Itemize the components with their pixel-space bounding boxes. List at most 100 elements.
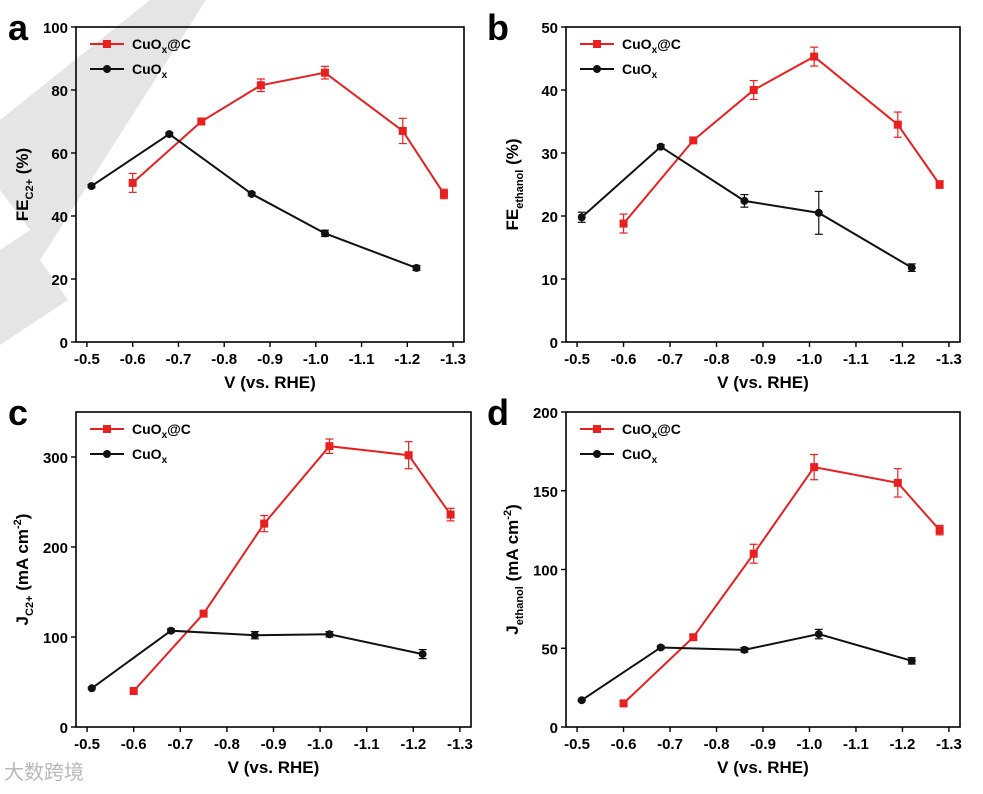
y-axis-label: FEC2+ (%) xyxy=(13,148,36,221)
y-tick-label: 100 xyxy=(533,563,558,580)
data-point-circle xyxy=(740,645,749,654)
legend-label: CuOx@C xyxy=(622,421,681,441)
y-tick-label: 20 xyxy=(541,209,558,226)
y-tick-label: 20 xyxy=(51,272,68,289)
x-tick-label: -1.2 xyxy=(890,736,916,753)
legend-label: CuOx@C xyxy=(622,36,681,56)
y-tick-label: 0 xyxy=(550,335,558,352)
data-point-square xyxy=(129,687,138,695)
x-tick-label: -1.3 xyxy=(447,736,473,753)
panel-label: a xyxy=(8,7,29,48)
data-point-square xyxy=(197,117,206,126)
data-point-square xyxy=(256,81,265,90)
x-tick-label: -1.0 xyxy=(303,351,329,368)
x-tick-label: -1.0 xyxy=(307,736,333,753)
x-tick-label: -1.0 xyxy=(797,351,823,368)
x-tick-label: -1.1 xyxy=(843,351,869,368)
y-tick-label: 150 xyxy=(533,484,558,501)
data-point-circle xyxy=(907,656,916,665)
data-point-square xyxy=(810,463,819,472)
data-point-circle xyxy=(740,196,749,205)
y-tick-label: 80 xyxy=(51,83,68,100)
data-point-circle xyxy=(907,263,916,272)
data-point-square xyxy=(128,178,137,187)
data-point-square xyxy=(446,510,455,519)
panel-label: d xyxy=(487,392,509,433)
x-tick-label: -0.5 xyxy=(74,351,100,368)
x-tick-label: -0.7 xyxy=(657,736,683,753)
x-axis-label: V (vs. RHE) xyxy=(224,373,316,392)
y-tick-label: 60 xyxy=(51,146,68,163)
legend-marker-square xyxy=(103,425,111,433)
x-tick-label: -1.1 xyxy=(843,736,869,753)
legend-marker-circle xyxy=(103,450,111,458)
data-point-square xyxy=(260,519,269,528)
data-point-square xyxy=(619,699,628,708)
series-line-cuox-c xyxy=(622,55,941,225)
x-tick-label: -0.8 xyxy=(211,351,237,368)
data-point-square xyxy=(199,609,208,618)
legend-marker-circle xyxy=(103,65,111,73)
data-point-circle xyxy=(814,630,823,639)
x-tick-label: -0.8 xyxy=(214,736,240,753)
y-tick-label: 200 xyxy=(43,540,68,557)
panel-b: b -0.5 -0.6 -0.7 -0.8 -0.9 -1.0 -1.1 -1.2 -1.3 0 10… xyxy=(487,7,962,392)
x-tick-label: -1.3 xyxy=(440,351,466,368)
series-line-cuox-c xyxy=(132,71,445,195)
legend-marker-square xyxy=(593,425,601,433)
x-tick-label: -0.7 xyxy=(657,351,683,368)
data-point-square xyxy=(893,120,902,129)
data-point-square xyxy=(325,442,334,451)
x-tick-label: -0.8 xyxy=(704,351,730,368)
x-axis-label: V (vs. RHE) xyxy=(717,758,809,777)
y-tick-label: 40 xyxy=(51,209,68,226)
data-point-square xyxy=(404,451,413,460)
x-tick-label: -1.3 xyxy=(936,736,962,753)
panel-a: a -0.5 -0.6 -0.7 -0.8 -0.9 -1.0 -1.1 -1.2 -1.3 0 20… xyxy=(8,7,466,392)
data-point-circle xyxy=(577,696,586,705)
data-point-circle xyxy=(87,684,96,693)
panel-label: b xyxy=(487,7,509,48)
y-tick-label: 30 xyxy=(541,146,558,163)
data-point-circle xyxy=(247,189,256,198)
x-axis-label: V (vs. RHE) xyxy=(228,758,320,777)
series-line-cuox-c xyxy=(132,445,452,692)
data-point-square xyxy=(439,189,448,198)
legend-marker-circle xyxy=(593,450,601,458)
data-point-circle xyxy=(320,229,329,238)
data-point-square xyxy=(320,68,329,77)
x-tick-label: -0.5 xyxy=(564,736,590,753)
x-tick-label: -0.8 xyxy=(704,736,730,753)
watermark-wedge xyxy=(0,0,206,345)
legend-label: CuOx xyxy=(132,61,168,81)
y-tick-label: 50 xyxy=(541,641,558,658)
series-line-cuox xyxy=(581,633,913,702)
y-axis-label: Jethanol (mA cm-2) xyxy=(502,504,526,635)
data-point-square xyxy=(810,52,819,61)
x-tick-label: -1.2 xyxy=(890,351,916,368)
panel-d: d -0.5 -0.6 -0.7 -0.8 -0.9 -1.0 -1.1 -1.2 -1.3 0 50… xyxy=(487,392,962,777)
data-point-circle xyxy=(165,130,174,139)
data-point-circle xyxy=(656,643,665,652)
y-tick-label: 100 xyxy=(43,630,68,647)
y-tick-label: 0 xyxy=(60,335,68,352)
data-point-circle xyxy=(814,208,823,217)
x-tick-label: -0.5 xyxy=(74,736,100,753)
legend-marker-square xyxy=(593,40,601,48)
x-tick-label: -1.2 xyxy=(394,351,420,368)
legend-marker-square xyxy=(103,40,111,48)
x-tick-label: -0.6 xyxy=(121,736,147,753)
series-line-cuox xyxy=(90,132,417,269)
x-tick-label: -0.6 xyxy=(611,351,637,368)
y-tick-label: 100 xyxy=(43,20,68,37)
data-point-square xyxy=(619,219,628,228)
data-point-square xyxy=(689,136,698,145)
data-point-square xyxy=(398,126,407,135)
x-tick-label: -1.1 xyxy=(349,351,375,368)
y-tick-label: 40 xyxy=(541,83,558,100)
data-point-circle xyxy=(250,631,259,640)
x-tick-label: -0.7 xyxy=(166,351,192,368)
x-tick-label: -0.9 xyxy=(261,736,287,753)
data-point-circle xyxy=(418,650,427,659)
